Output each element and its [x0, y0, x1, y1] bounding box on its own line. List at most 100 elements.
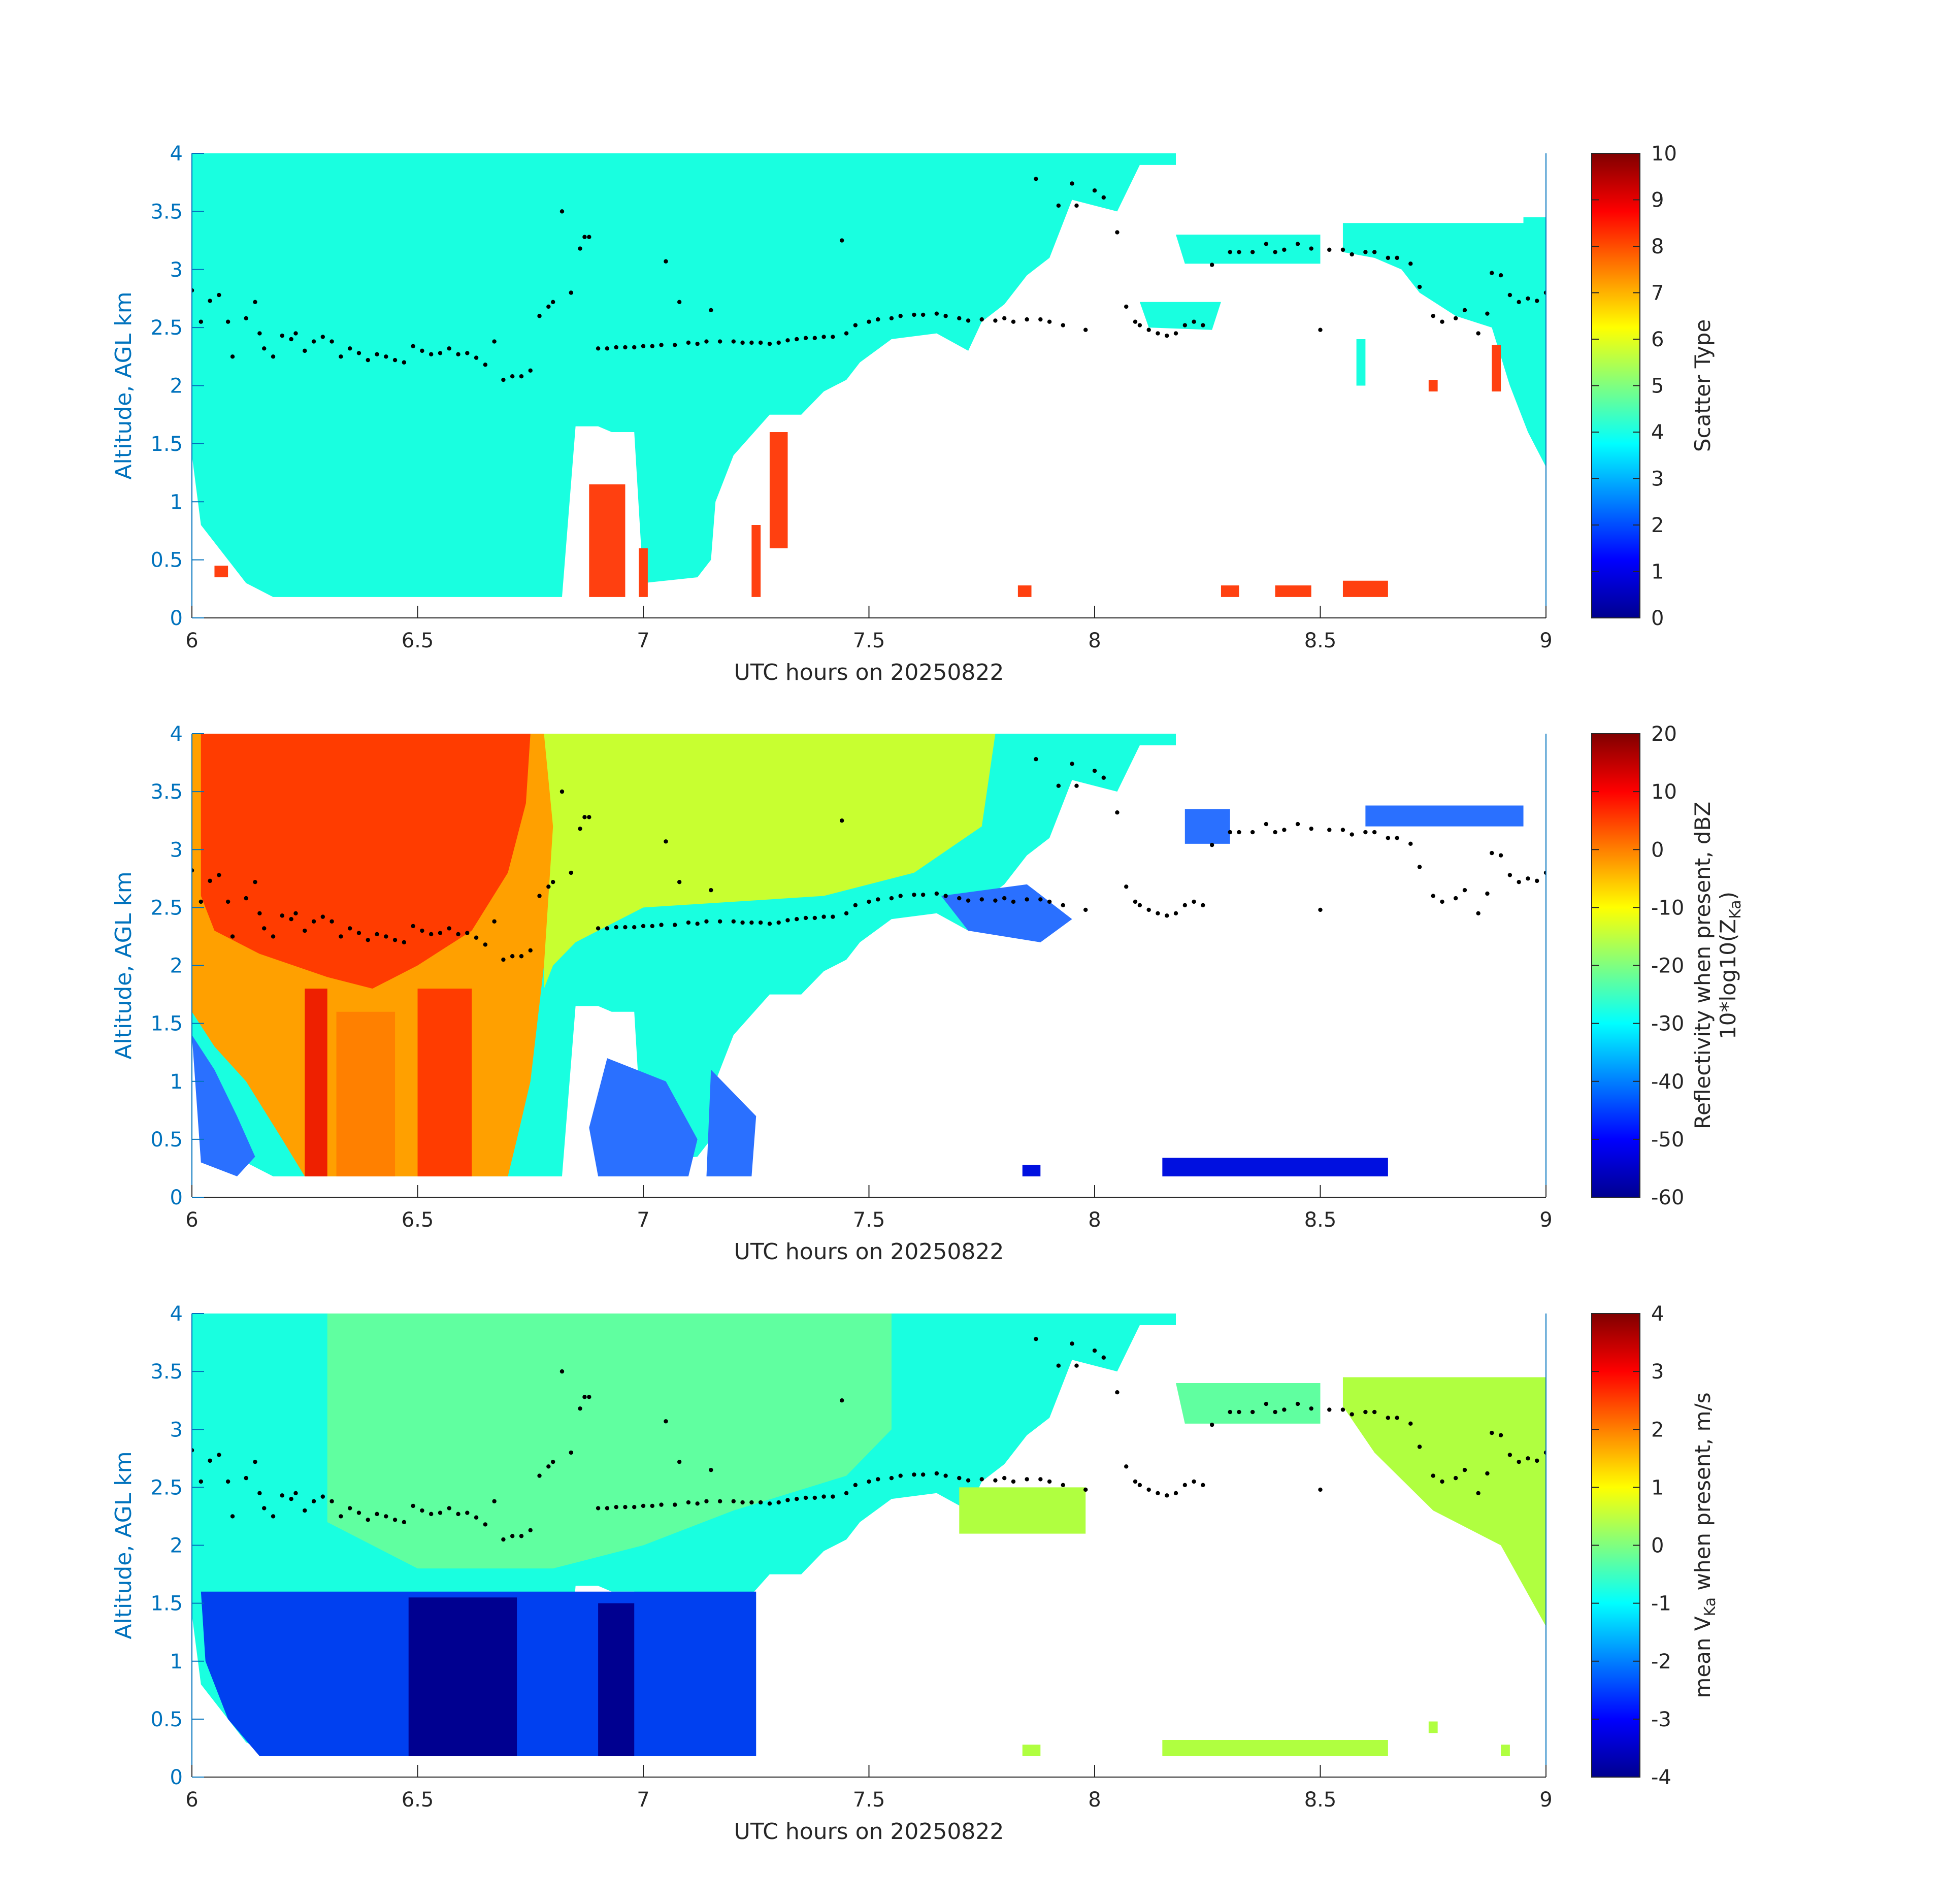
cloud-base-dot — [1137, 1483, 1142, 1488]
cloud-base-dot — [1476, 911, 1480, 915]
cloud-base-dot — [465, 931, 470, 935]
cloud-base-dot — [289, 1497, 293, 1501]
cloud-base-dot — [686, 920, 691, 925]
cloud-base-dot — [1490, 850, 1494, 856]
cloud-base-dot — [821, 914, 826, 919]
cloud-base-dot — [1165, 333, 1169, 338]
cloud-base-dot — [384, 1514, 388, 1519]
cloud-base-dot — [1228, 250, 1232, 254]
cloud-base-dot — [559, 1369, 565, 1374]
x-tick-label: 6 — [185, 1208, 198, 1232]
cloud-base-dot — [1092, 188, 1097, 193]
heatmap-region — [589, 484, 626, 597]
colorbar-tick-label: 2 — [1651, 514, 1664, 537]
colorbar-label-2: 10*log10(ZKa) — [1716, 892, 1744, 1039]
cloud-base-dot — [749, 1500, 754, 1505]
heatmap-region — [544, 734, 996, 989]
cloud-base-dot — [1440, 1479, 1444, 1484]
cloud-base-dot — [456, 932, 460, 937]
heatmap-region — [408, 1597, 517, 1756]
cloud-base-dot — [1092, 1348, 1097, 1353]
cloud-base-dot — [993, 1478, 998, 1483]
cloud-base-dot — [966, 898, 971, 903]
cloud-base-dot — [1395, 255, 1399, 260]
cloud-base-dot — [957, 316, 962, 321]
cloud-base-dot — [605, 926, 610, 931]
colorbar-tick-label: -50 — [1651, 1128, 1684, 1152]
cloud-base-dot — [1417, 1445, 1422, 1449]
y-axis-label: Altitude, AGL km — [111, 871, 137, 1059]
cloud-base-dot — [785, 338, 790, 343]
cloud-base-dot — [192, 288, 194, 293]
cloud-base-dot — [347, 346, 352, 351]
cloud-base-dot — [438, 351, 443, 355]
colorbar-tick-label: 3 — [1651, 1360, 1664, 1384]
y-tick-label: 0 — [170, 607, 183, 630]
cloud-base-dot — [1408, 1421, 1413, 1426]
y-tick-label: 3 — [170, 258, 183, 282]
cloud-base-dot — [582, 1395, 587, 1399]
cloud-base-dot — [217, 1453, 221, 1457]
heatmap-region — [1365, 805, 1524, 827]
x-tick-label: 6.5 — [402, 629, 434, 652]
cloud-base-dot — [898, 314, 903, 318]
cloud-base-dot — [375, 352, 379, 356]
x-tick-label: 9 — [1539, 629, 1552, 652]
cloud-base-dot — [429, 352, 434, 356]
cloud-base-dot — [1137, 903, 1142, 908]
colorbar-tick-label: 2 — [1651, 1418, 1664, 1441]
heatmap-region — [1162, 1158, 1388, 1176]
cloud-base-dot — [519, 374, 524, 379]
y-tick-label: 2.5 — [150, 1476, 183, 1499]
cloud-base-dot — [578, 826, 582, 831]
cloud-base-dot — [1038, 317, 1043, 322]
cloud-base-dot — [717, 919, 722, 924]
cloud-base-dot — [1192, 1479, 1196, 1484]
cloud-base-dot — [1002, 316, 1007, 321]
cloud-base-dot — [347, 1506, 352, 1511]
cloud-base-dot — [330, 339, 334, 344]
heatmap-region — [1342, 1377, 1546, 1627]
cloud-base-dot — [659, 923, 664, 927]
cloud-base-dot — [330, 1499, 334, 1503]
cloud-base-dot — [392, 938, 398, 942]
cloud-base-dot — [664, 839, 668, 844]
cloud-base-dot — [411, 924, 415, 929]
cloud-base-dot — [596, 346, 601, 351]
cloud-base-dot — [546, 1464, 551, 1469]
cloud-base-dot — [641, 344, 646, 348]
cloud-base-dot — [262, 1506, 267, 1511]
cloud-base-dot — [1295, 1401, 1300, 1406]
cloud-base-dot — [375, 932, 379, 937]
cloud-base-dot — [1363, 830, 1368, 835]
y-tick-label: 1 — [170, 490, 183, 514]
cloud-base-dot — [483, 1522, 488, 1527]
cloud-base-dot — [758, 1500, 763, 1505]
cloud-base-dot — [664, 259, 668, 264]
cloud-base-dot — [596, 926, 601, 931]
cloud-base-dot — [1507, 873, 1512, 877]
cloud-base-dot — [1047, 1479, 1052, 1484]
cloud-base-dot — [492, 919, 497, 924]
cloud-base-dot — [695, 341, 700, 346]
cloud-base-dot — [293, 911, 298, 915]
cloud-base-dot — [280, 1493, 284, 1498]
x-tick-label: 7 — [637, 1788, 649, 1812]
cloud-base-dot — [1182, 323, 1187, 327]
x-tick-label: 7 — [637, 629, 649, 652]
heatmap-region — [1162, 1739, 1388, 1756]
heatmap-region — [1428, 1721, 1438, 1733]
panel-2: 6 6.5 7 7.5 8 8.5 9 0 0.5 1 1.5 2 2.5 3 3.5 4 UTC hours … — [111, 723, 1744, 1265]
cloud-base-dot — [704, 919, 709, 924]
cloud-base-dot — [876, 1477, 880, 1482]
cloud-base-dot — [1485, 311, 1490, 316]
colorbar-tick-label: 3 — [1651, 468, 1664, 491]
cloud-base-dot — [447, 926, 451, 931]
cloud-base-dot — [898, 1473, 903, 1478]
cloud-base-dot — [330, 919, 334, 924]
x-tick-label: 7 — [637, 1208, 649, 1232]
cloud-base-dot — [957, 1475, 962, 1481]
cloud-base-dot — [659, 1502, 664, 1507]
cloud-base-dot — [704, 1499, 709, 1503]
cloud-base-dot — [641, 924, 646, 929]
